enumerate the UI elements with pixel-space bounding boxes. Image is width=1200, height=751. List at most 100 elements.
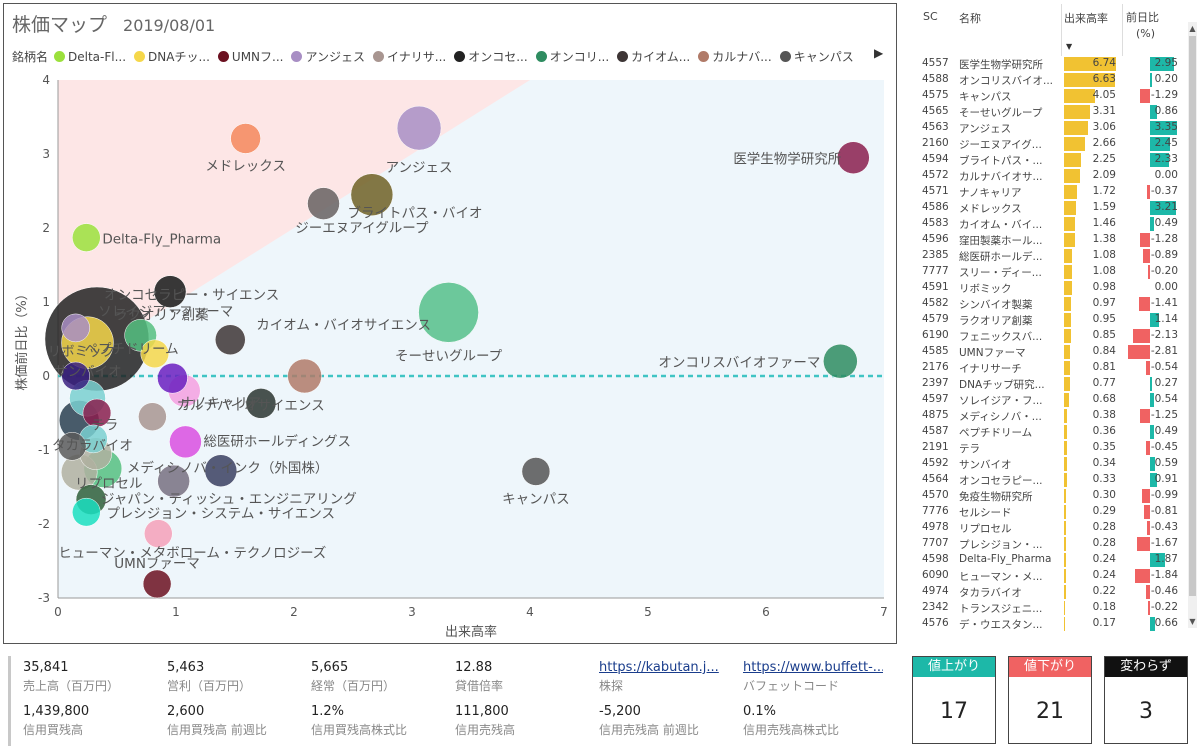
data-point[interactable] [72, 223, 101, 252]
point-label: タカラバイオ [52, 438, 133, 454]
data-point[interactable] [418, 282, 479, 343]
data-point[interactable] [57, 432, 87, 461]
cell-sc: 4875 [922, 409, 949, 421]
table-row[interactable]: 6090 ヒューマン・メ... 0.24 -1.84 [918, 568, 1186, 584]
table-row[interactable]: 4570 免疫生物研究所 0.30 -0.99 [918, 488, 1186, 504]
legend-item[interactable]: カイオム... [617, 48, 690, 65]
table-row[interactable]: 4588 オンコリスバイオ... 6.63 0.20 [918, 72, 1186, 88]
table-row[interactable]: 7776 セルシード 0.29 -0.81 [918, 504, 1186, 520]
header-volume-ratio[interactable]: 出来高率 [1064, 12, 1108, 25]
data-point[interactable] [230, 123, 261, 154]
data-point[interactable] [140, 339, 170, 369]
x-tick-label: 4 [526, 605, 534, 619]
data-point[interactable] [138, 402, 167, 431]
cell-name: リプロセル [959, 523, 1012, 535]
table-row[interactable]: 4875 メディシノバ・... 0.38 -1.25 [918, 408, 1186, 424]
data-point[interactable] [837, 141, 870, 174]
table-row[interactable]: 7707 プレシジョン・... 0.28 -1.67 [918, 536, 1186, 552]
table-row[interactable]: 4557 医学生物学研究所 6.74 2.95 [918, 56, 1186, 72]
data-point[interactable] [204, 454, 238, 487]
stat-item[interactable]: https://kabutan.j... 株探 [599, 660, 739, 694]
title-row: 株価マップ 2019/08/01 [12, 10, 215, 37]
table-row[interactable]: 4576 デ・ウエスタン... 0.17 0.66 [918, 616, 1186, 632]
header-name[interactable]: 名称 [959, 12, 981, 25]
data-point[interactable] [61, 313, 90, 343]
table-row[interactable]: 2385 総医研ホールデ... 1.08 -0.89 [918, 248, 1186, 264]
legend-item[interactable]: イナリサ... [373, 48, 446, 65]
cell-volume-ratio: 4.05 [1092, 89, 1116, 101]
table-row[interactable]: 4565 そーせいグループ 3.31 0.86 [918, 104, 1186, 120]
table-row[interactable]: 2397 DNAチップ研究... 0.77 0.27 [918, 376, 1186, 392]
data-point[interactable] [157, 362, 188, 394]
table-row[interactable]: 6190 フェニックスバ... 0.85 -2.13 [918, 328, 1186, 344]
stat-link[interactable]: https://kabutan.j... [599, 660, 719, 675]
legend-item[interactable]: DNAチッ... [134, 48, 210, 65]
table-row[interactable]: 4579 ラクオリア創薬 0.95 1.14 [918, 312, 1186, 328]
table-scrollbar[interactable]: ▲ ▼ [1188, 22, 1197, 628]
legend-dot-icon [454, 51, 466, 62]
data-point[interactable] [245, 388, 277, 419]
table-row[interactable]: 4564 オンコセラピー... 0.33 0.91 [918, 472, 1186, 488]
legend-item[interactable]: UMNフ... [217, 48, 283, 65]
data-point[interactable] [144, 519, 173, 548]
stat-item[interactable]: https://www.buffett-... バフェットコード [743, 660, 883, 694]
legend-item[interactable]: オンコリ... [535, 48, 609, 65]
data-point[interactable] [287, 358, 322, 394]
data-point[interactable] [215, 324, 246, 355]
data-point[interactable] [61, 361, 90, 391]
table-row[interactable]: 7777 スリー・ディー... 1.08 -0.20 [918, 264, 1186, 280]
stat-link[interactable]: https://www.buffett-... [743, 660, 883, 675]
table-row[interactable]: 4974 タカラバイオ 0.22 -0.46 [918, 584, 1186, 600]
table-row[interactable]: 4571 ナノキャリア 1.72 -0.37 [918, 184, 1186, 200]
header-sc[interactable]: SC [923, 10, 938, 23]
cell-sc: 4563 [922, 121, 949, 133]
data-point[interactable] [396, 105, 442, 151]
cell-volume-ratio: 0.33 [1092, 473, 1116, 485]
table-row[interactable]: 4575 キャンパス 4.05 -1.29 [918, 88, 1186, 104]
data-point[interactable] [350, 173, 394, 216]
kpi-flat: 変わらず 3 [1104, 656, 1188, 744]
table-row[interactable]: 4598 Delta-Fly_Pharma 0.24 1.87 [918, 552, 1186, 568]
scroll-down-icon[interactable]: ▼ [1189, 617, 1196, 626]
table-row[interactable]: 4582 シンバイオ製薬 0.97 -1.41 [918, 296, 1186, 312]
header-change[interactable]: 前日比 (%) [1126, 10, 1159, 42]
data-point[interactable] [157, 464, 190, 498]
table-row[interactable]: 4596 窪田製薬ホール... 1.38 -1.28 [918, 232, 1186, 248]
data-point[interactable] [823, 343, 858, 379]
legend-item[interactable]: オンコセ... [454, 48, 528, 65]
table-row[interactable]: 4585 UMNファーマ 0.84 -2.81 [918, 344, 1186, 360]
legend-item[interactable]: キャンパス [779, 48, 854, 65]
table-row[interactable]: 4591 リボミック 0.98 0.00 [918, 280, 1186, 296]
table-row[interactable]: 4978 リプロセル 0.28 -0.43 [918, 520, 1186, 536]
legend-item[interactable]: カルナバ... [698, 48, 772, 65]
scroll-up-icon[interactable]: ▲ [1189, 24, 1196, 33]
sort-descending-icon[interactable]: ▼ [1066, 42, 1073, 51]
table-row[interactable]: 4563 アンジェス 3.06 3.35 [918, 120, 1186, 136]
data-point[interactable] [307, 187, 340, 220]
legend-item[interactable]: Delta-Fl... [54, 50, 126, 64]
table-row[interactable]: 4594 ブライトパス・... 2.25 2.33 [918, 152, 1186, 168]
table-row[interactable]: 2191 テラ 0.35 -0.45 [918, 440, 1186, 456]
table-row[interactable]: 4592 サンバイオ 0.34 0.59 [918, 456, 1186, 472]
cell-name: ジーエヌアイグ... [959, 139, 1042, 151]
data-point[interactable] [72, 497, 101, 527]
table-row[interactable]: 4586 メドレックス 1.59 3.21 [918, 200, 1186, 216]
volume-bar [1064, 265, 1073, 279]
table-row[interactable]: 4572 カルナバイオサ... 2.09 0.00 [918, 168, 1186, 184]
table-row[interactable]: 4597 ソレイジア・フ... 0.68 0.54 [918, 392, 1186, 408]
volume-bar [1064, 233, 1075, 247]
legend-next-icon[interactable]: ▶ [874, 46, 884, 60]
legend-item[interactable]: アンジェス [291, 48, 365, 65]
table-row[interactable]: 4587 ペプチドリーム 0.36 0.49 [918, 424, 1186, 440]
table-row[interactable]: 2176 イナリサーチ 0.81 -0.54 [918, 360, 1186, 376]
scatter-plot[interactable]: 0 1 2 3 4 5 6 7-3-2-101234出来高率株価前日比（%）医学生物学研究所オ… [4, 4, 896, 643]
table-row[interactable]: 2342 トランスジェニ... 0.18 -0.22 [918, 600, 1186, 616]
table-row[interactable]: 2160 ジーエヌアイグ... 2.66 2.45 [918, 136, 1186, 152]
table-row[interactable]: 4583 カイオム・バイ... 1.46 0.49 [918, 216, 1186, 232]
cell-name: 窪田製薬ホール... [959, 235, 1043, 247]
scroll-thumb[interactable] [1189, 36, 1196, 596]
data-point[interactable] [521, 457, 551, 486]
data-point[interactable] [169, 425, 202, 459]
data-point[interactable] [153, 275, 187, 308]
data-point[interactable] [142, 569, 172, 599]
